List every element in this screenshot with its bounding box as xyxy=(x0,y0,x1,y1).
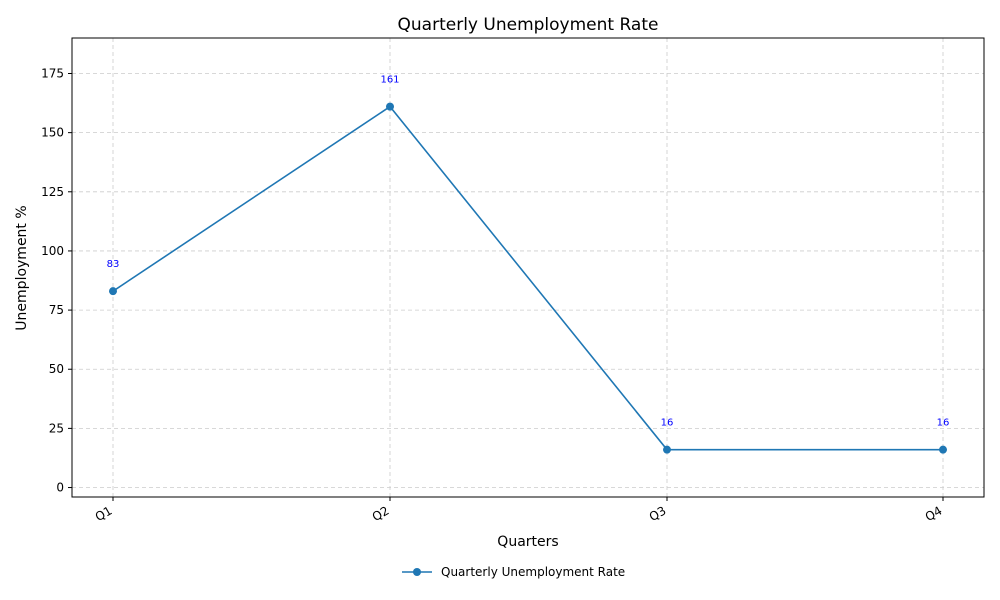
plot-frame xyxy=(71,37,985,498)
legend: Quarterly Unemployment Rate xyxy=(402,565,625,579)
data-point xyxy=(939,445,947,454)
y-tick-label: 75 xyxy=(49,303,64,317)
legend-label: Quarterly Unemployment Rate xyxy=(441,565,625,579)
data-label: 83 xyxy=(107,259,120,270)
data-labels: 83 161 16 16 xyxy=(107,75,950,429)
y-tick-label: 125 xyxy=(41,185,64,199)
data-point xyxy=(386,102,394,111)
data-label: 161 xyxy=(380,75,399,86)
y-tick-label: 150 xyxy=(41,126,64,140)
y-tick-label: 175 xyxy=(41,66,64,80)
y-axis-label: Unemployment % xyxy=(14,205,30,330)
legend-marker xyxy=(413,568,421,576)
y-tick-label: 50 xyxy=(49,362,64,376)
grid xyxy=(72,38,984,497)
y-tick-label: 0 xyxy=(56,481,64,495)
data-point xyxy=(663,445,671,454)
data-point xyxy=(109,287,117,296)
x-axis-label: Quarters xyxy=(497,534,558,550)
series-group xyxy=(109,102,947,454)
y-tick-label: 25 xyxy=(49,421,64,435)
series-line xyxy=(112,105,943,451)
data-label: 16 xyxy=(937,418,950,429)
y-axis-ticks: 0 25 50 75 100 125 150 175 xyxy=(41,66,72,495)
chart-title: Quarterly Unemployment Rate xyxy=(398,15,659,35)
data-label: 16 xyxy=(661,418,674,429)
y-tick-label: 100 xyxy=(41,244,64,258)
